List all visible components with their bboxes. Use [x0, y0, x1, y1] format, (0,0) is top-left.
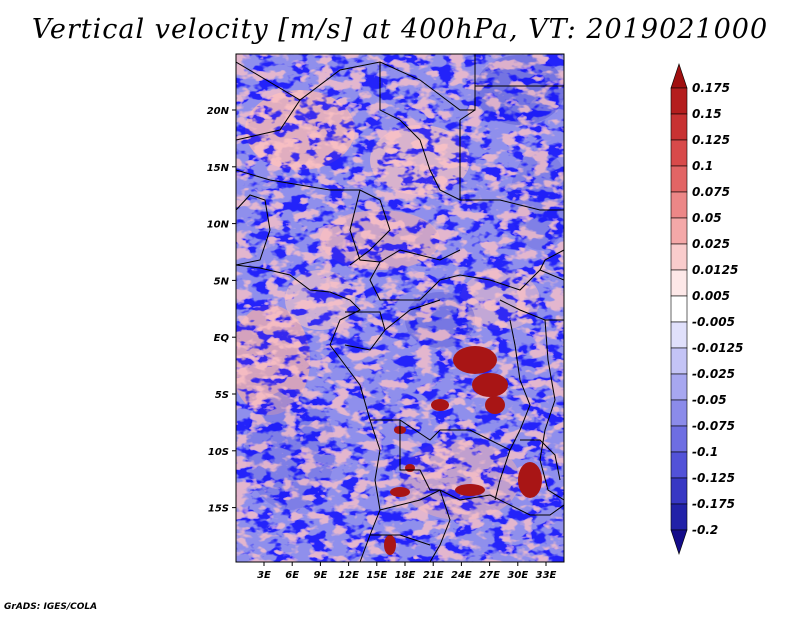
colorbar-box	[670, 191, 688, 219]
colorbar-bottom-arrow	[670, 529, 688, 555]
country-boundaries	[236, 54, 564, 562]
lon-label: 27E	[479, 570, 500, 581]
lat-label: 5S	[215, 390, 229, 401]
colorbar-box	[670, 399, 688, 427]
colorbar-label: -0.1	[692, 445, 718, 459]
lon-label: 21E	[423, 570, 444, 581]
colorbar-box	[670, 165, 688, 193]
lon-label: 12E	[338, 570, 359, 581]
colorbar-label: 0.1	[692, 159, 713, 173]
colorbar-box	[670, 243, 688, 271]
colorbar-label: 0.05	[692, 211, 722, 225]
colorbar-label: -0.005	[692, 315, 735, 329]
lat-label: 20N	[207, 106, 230, 117]
colorbar-label: -0.05	[692, 393, 727, 407]
lon-label: 24E	[451, 570, 472, 581]
lon-label: 9E	[314, 570, 328, 581]
colorbar-label: -0.2	[692, 523, 718, 537]
colorbar-label: 0.0125	[692, 263, 738, 277]
lat-label: 15N	[207, 163, 230, 174]
colorbar-box	[670, 321, 688, 349]
colorbar-label: -0.0125	[692, 341, 743, 355]
lat-label: 15S	[208, 504, 229, 515]
colorbar-top-arrow	[670, 63, 688, 89]
colorbar-box	[670, 503, 688, 531]
colorbar-box	[670, 113, 688, 141]
colorbar-label: 0.15	[692, 107, 722, 121]
colorbar: 0.175 0.15 0.125 0.1 0.075 0.05 0.025 0.0125 0.0…	[670, 63, 743, 555]
grads-credit: GrADS: IGES/COLA	[4, 602, 98, 612]
colorbar-box	[670, 139, 688, 167]
colorbar-label: -0.175	[692, 497, 735, 511]
lat-label: EQ	[214, 333, 230, 344]
lon-label: 3E	[257, 570, 271, 581]
colorbar-label: 0.005	[692, 289, 730, 303]
chart-title: Vertical velocity [m/s] at 400hPa, VT: 2…	[31, 14, 769, 45]
vertical-velocity-field	[236, 54, 564, 562]
lat-label: 10S	[208, 447, 229, 458]
colorbar-box	[670, 373, 688, 401]
lon-label: 30E	[507, 570, 528, 581]
map-frame	[235, 53, 565, 563]
lat-label: 5N	[214, 276, 230, 287]
colorbar-label: 0.175	[692, 81, 730, 95]
colorbar-box	[670, 87, 688, 115]
colorbar-box	[670, 477, 688, 505]
latitude-axis: 20N 15N 10N 5N EQ 5S 10S 15S	[207, 106, 236, 515]
colorbar-label: 0.025	[692, 237, 730, 251]
colorbar-label: 0.125	[692, 133, 730, 147]
colorbar-label: -0.075	[692, 419, 735, 433]
colorbar-box	[670, 425, 688, 453]
lon-label: 33E	[536, 570, 557, 581]
lon-label: 18E	[395, 570, 416, 581]
lat-label: 10N	[207, 220, 230, 231]
longitude-axis: 3E 6E 9E 12E 15E 18E 21E 24E 27E 30E 33E	[257, 562, 557, 581]
colorbar-box	[670, 269, 688, 297]
lon-label: 6E	[285, 570, 299, 581]
lon-label: 15E	[366, 570, 387, 581]
colorbar-label: -0.025	[692, 367, 735, 381]
colorbar-box	[670, 347, 688, 375]
colorbar-label: -0.125	[692, 471, 735, 485]
colorbar-box	[670, 451, 688, 479]
colorbar-label: 0.075	[692, 185, 730, 199]
colorbar-box	[670, 217, 688, 245]
colorbar-box	[670, 295, 688, 323]
